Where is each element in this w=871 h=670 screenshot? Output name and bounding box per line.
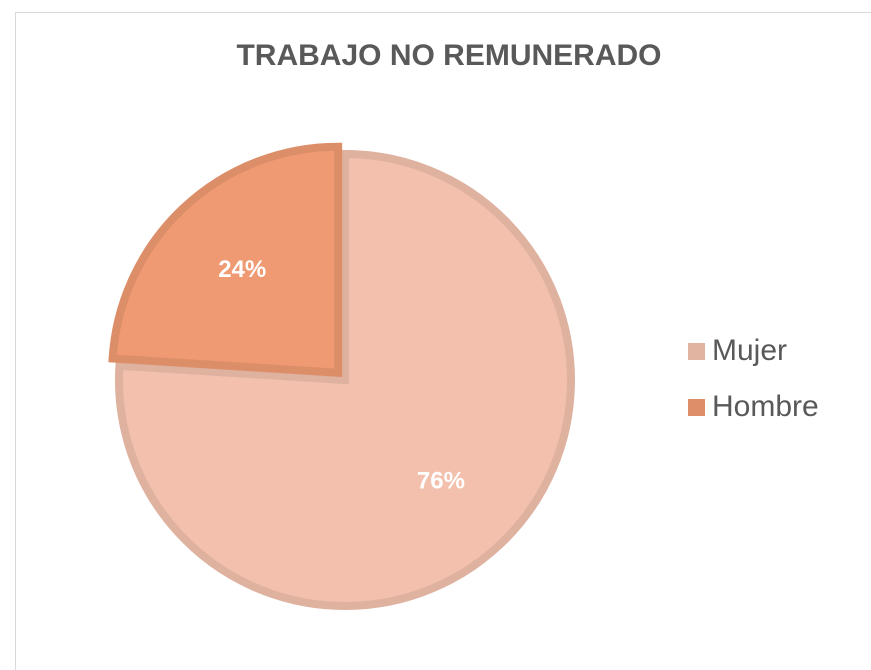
data-label: 76% <box>417 467 465 494</box>
legend-label: Hombre <box>712 390 819 423</box>
legend-label: Mujer <box>712 334 787 367</box>
legend-swatch <box>688 343 705 360</box>
legend-swatch <box>688 399 705 416</box>
pie-slice <box>108 142 343 377</box>
chart-title: TRABAJO NO REMUNERADO <box>236 39 661 72</box>
data-label: 24% <box>218 256 266 283</box>
pie-slice <box>115 149 575 610</box>
